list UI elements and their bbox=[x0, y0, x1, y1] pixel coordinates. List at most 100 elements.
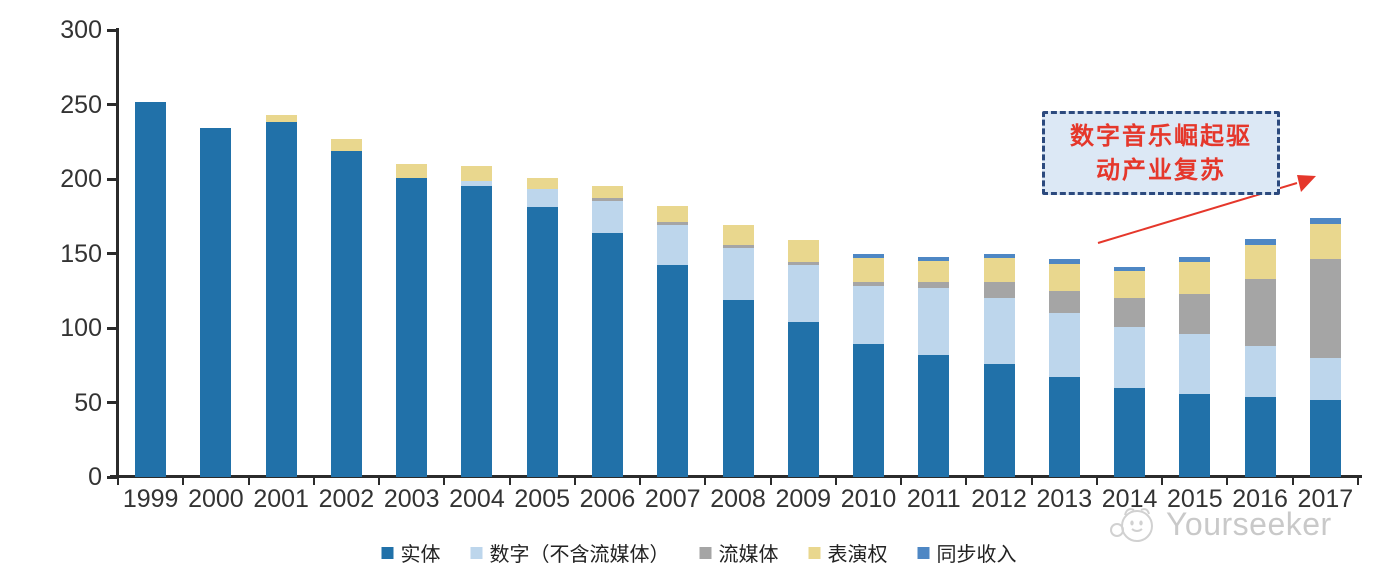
bar-2000 bbox=[200, 128, 232, 477]
segment-streaming bbox=[918, 281, 950, 288]
x-axis-label-2008: 2008 bbox=[710, 485, 766, 513]
x-axis-label-2015: 2015 bbox=[1167, 485, 1223, 513]
bar-2009 bbox=[787, 240, 819, 477]
x-axis-label-2001: 2001 bbox=[253, 485, 309, 513]
segment-streaming bbox=[1244, 278, 1276, 346]
segment-digital-excl-streaming bbox=[1114, 326, 1146, 388]
segment-digital-excl-streaming bbox=[1244, 345, 1276, 397]
segment-physical bbox=[591, 232, 623, 477]
y-tick-mark bbox=[107, 326, 117, 330]
bar-2004 bbox=[461, 165, 493, 477]
segment-physical bbox=[918, 354, 950, 477]
segment-physical bbox=[787, 322, 819, 477]
segment-performance-rights bbox=[1048, 263, 1080, 291]
annotation-line-2: 动产业复苏 bbox=[1096, 155, 1226, 184]
segment-digital-excl-streaming bbox=[918, 287, 950, 355]
bar-2014 bbox=[1114, 266, 1146, 477]
yourseeker-logo-icon bbox=[1110, 508, 1153, 542]
segment-digital-excl-streaming bbox=[853, 286, 885, 345]
bar-1999 bbox=[135, 101, 167, 477]
y-tick-mark bbox=[107, 401, 117, 404]
segment-sync-revenue bbox=[1309, 217, 1341, 224]
x-tick-mark bbox=[834, 477, 837, 485]
x-tick-mark bbox=[443, 477, 446, 485]
segment-performance-rights bbox=[330, 138, 362, 151]
segment-streaming bbox=[591, 198, 623, 202]
x-axis-label-2014: 2014 bbox=[1101, 485, 1158, 513]
segment-performance-rights bbox=[853, 257, 885, 282]
segment-digital-excl-streaming bbox=[1309, 357, 1341, 400]
legend-label-sync-revenue: 同步收入 bbox=[936, 544, 1017, 566]
bar-2015 bbox=[1179, 256, 1211, 477]
legend-label-physical: 实体 bbox=[400, 544, 441, 566]
x-tick-mark bbox=[508, 477, 511, 485]
bar-2005 bbox=[526, 177, 558, 477]
y-tick-mark bbox=[107, 28, 117, 32]
segment-physical bbox=[265, 122, 297, 477]
annotation-callout: 数字音乐崛起驱 动产业复苏 bbox=[1042, 111, 1280, 195]
segment-physical bbox=[330, 150, 362, 477]
x-tick-mark bbox=[312, 477, 315, 485]
x-tick-mark bbox=[704, 477, 707, 485]
x-tick-mark bbox=[1030, 477, 1033, 485]
x-axis-label-2012: 2012 bbox=[971, 485, 1027, 513]
segment-physical bbox=[1244, 396, 1276, 477]
segment-physical bbox=[853, 344, 885, 477]
x-axis-label-2011: 2011 bbox=[906, 485, 961, 513]
watermark-text: Yourseeker bbox=[1166, 505, 1332, 542]
x-axis-label-2000: 2000 bbox=[188, 485, 244, 513]
segment-digital-excl-streaming bbox=[591, 201, 623, 233]
x-axis-label-2007: 2007 bbox=[644, 485, 701, 513]
x-tick-mark bbox=[1357, 477, 1359, 485]
segment-physical bbox=[722, 299, 754, 477]
segment-digital-excl-streaming bbox=[657, 225, 689, 266]
segment-digital-excl-streaming bbox=[526, 189, 558, 208]
segment-digital-excl-streaming bbox=[1048, 313, 1080, 378]
segment-physical bbox=[461, 186, 493, 477]
y-axis-label: 300 bbox=[60, 16, 102, 44]
bar-2008 bbox=[722, 225, 754, 477]
y-axis-label: 100 bbox=[60, 314, 102, 342]
x-tick-mark bbox=[1291, 477, 1294, 485]
segment-physical bbox=[1309, 399, 1341, 477]
x-tick-mark bbox=[247, 477, 250, 485]
x-axis-label-2017: 2017 bbox=[1297, 485, 1354, 513]
bar-2001 bbox=[265, 114, 297, 477]
segment-digital-excl-streaming bbox=[722, 247, 754, 300]
segment-performance-rights bbox=[787, 240, 819, 263]
segment-streaming bbox=[1309, 259, 1341, 358]
y-axis-label: 250 bbox=[60, 90, 102, 119]
segment-performance-rights bbox=[983, 258, 1015, 282]
segment-sync-revenue bbox=[1179, 256, 1211, 263]
segment-physical bbox=[1179, 393, 1211, 477]
x-axis-label-2016: 2016 bbox=[1232, 485, 1288, 513]
x-axis-label-2003: 2003 bbox=[383, 485, 440, 513]
segment-performance-rights bbox=[722, 225, 754, 245]
bar-2016 bbox=[1244, 238, 1276, 477]
y-axis-label: 150 bbox=[60, 239, 102, 268]
bar-2006 bbox=[591, 186, 623, 477]
y-tick-mark bbox=[107, 103, 117, 106]
legend-item-physical: 实体 bbox=[381, 538, 441, 567]
bar-2010 bbox=[853, 253, 885, 477]
segment-sync-revenue bbox=[918, 256, 950, 261]
x-tick-mark bbox=[1095, 477, 1098, 485]
legend-label-digital-excl-streaming: 数字（不含流媒体） bbox=[489, 544, 670, 566]
x-tick-mark bbox=[769, 477, 772, 485]
bar-2002 bbox=[330, 138, 362, 477]
x-axis-label-2010: 2010 bbox=[840, 485, 897, 513]
y-axis-label: 50 bbox=[74, 388, 102, 417]
x-axis-label-2006: 2006 bbox=[579, 485, 636, 513]
segment-streaming bbox=[1048, 290, 1080, 314]
segment-performance-rights bbox=[1244, 244, 1276, 279]
segment-streaming bbox=[657, 222, 689, 226]
segment-performance-rights bbox=[396, 164, 428, 178]
segment-performance-rights bbox=[526, 177, 558, 190]
segment-physical bbox=[1048, 377, 1080, 477]
bar-2003 bbox=[396, 164, 428, 477]
y-tick-mark bbox=[107, 475, 117, 479]
legend-label-performance-rights: 表演权 bbox=[827, 544, 888, 566]
segment-sync-revenue bbox=[1114, 266, 1146, 272]
x-tick-mark bbox=[182, 477, 185, 485]
segment-performance-rights bbox=[1114, 271, 1146, 299]
